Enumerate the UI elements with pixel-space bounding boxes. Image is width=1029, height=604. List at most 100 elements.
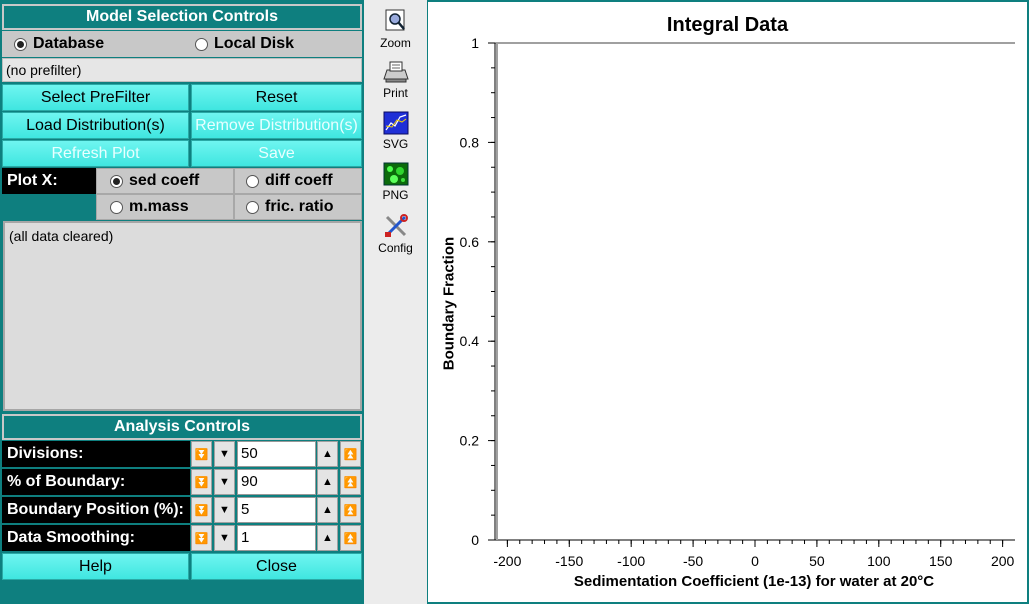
remove-distributions-button[interactable]: Remove Distribution(s): [191, 112, 362, 139]
svg-export-button[interactable]: SVG: [364, 111, 427, 151]
close-button[interactable]: Close: [191, 553, 362, 580]
decrement-button[interactable]: ▼: [214, 441, 235, 467]
local-disk-radio-label: Local Disk: [214, 35, 295, 52]
x-tick-label: 50: [809, 553, 825, 569]
up-arrow-icon: ▲: [322, 476, 333, 488]
png-export-button[interactable]: PNG: [364, 162, 427, 202]
down-arrow-icon: ▼: [219, 476, 230, 488]
double-up-arrow-icon: ⏫: [343, 448, 358, 461]
divisions-input[interactable]: 50: [237, 441, 316, 467]
x-tick-label: 100: [867, 553, 891, 569]
radio-unselected-icon: [246, 200, 259, 214]
fast-decrement-button[interactable]: ⏬: [191, 497, 212, 523]
fast-decrement-button[interactable]: ⏬: [191, 469, 212, 495]
x-tick-label: 200: [991, 553, 1015, 569]
radio-selected-icon: [14, 37, 27, 51]
y-tick-label: 0.4: [460, 333, 480, 349]
double-down-arrow-icon: ⏬: [194, 448, 209, 461]
increment-button[interactable]: ▲: [317, 441, 338, 467]
radio-selected-icon: [110, 174, 123, 188]
config-tool-label: Config: [378, 241, 413, 255]
save-button[interactable]: Save: [191, 140, 362, 167]
source-radio-row: Database Local Disk: [2, 31, 362, 57]
refresh-plot-button[interactable]: Refresh Plot: [2, 140, 189, 167]
zoom-tool-label: Zoom: [380, 36, 411, 50]
decrement-button[interactable]: ▼: [214, 497, 235, 523]
y-tick-label: 0.2: [460, 433, 480, 449]
double-down-arrow-icon: ⏬: [194, 476, 209, 489]
y-tick-label: 0.6: [460, 234, 480, 250]
svg-tool-label: SVG: [382, 137, 409, 151]
boundary-position-label: Boundary Position (%):: [2, 497, 190, 523]
diff-coeff-label: diff coeff: [265, 172, 333, 189]
increment-button[interactable]: ▲: [317, 497, 338, 523]
double-down-arrow-icon: ⏬: [194, 532, 209, 545]
integral-plot[interactable]: Integral Data 0 0.2 0.4 0.6 0.8 1 -200 -150 -100…: [428, 2, 1027, 602]
up-arrow-icon: ▲: [322, 504, 333, 516]
radio-unselected-icon: [110, 200, 123, 214]
print-tool-button[interactable]: Print: [364, 60, 427, 100]
decrement-button[interactable]: ▼: [214, 469, 235, 495]
fast-increment-button[interactable]: ⏫: [340, 469, 361, 495]
png-image-icon: [383, 162, 408, 186]
fast-increment-button[interactable]: ⏫: [340, 441, 361, 467]
double-up-arrow-icon: ⏫: [343, 476, 358, 489]
increment-button[interactable]: ▲: [317, 469, 338, 495]
sed-coeff-radio[interactable]: sed coeff: [110, 172, 199, 190]
y-tick-label: 1: [471, 35, 479, 51]
fast-decrement-button[interactable]: ⏬: [191, 441, 212, 467]
print-tool-label: Print: [383, 86, 408, 100]
config-tool-button[interactable]: Config: [364, 213, 427, 255]
plot-toolbar: Zoom Print SVG: [364, 0, 427, 604]
local-disk-radio[interactable]: Local Disk: [195, 35, 294, 53]
y-tick-label: 0: [471, 532, 479, 548]
radio-unselected-icon: [246, 174, 259, 188]
percent-boundary-input[interactable]: 90: [237, 469, 316, 495]
help-button[interactable]: Help: [2, 553, 189, 580]
svg-image-icon: [383, 111, 408, 135]
double-down-arrow-icon: ⏬: [194, 504, 209, 517]
database-radio[interactable]: Database: [14, 35, 104, 53]
up-arrow-icon: ▲: [322, 532, 333, 544]
frictional-ratio-label: fric. ratio: [265, 198, 334, 215]
frictional-ratio-radio[interactable]: fric. ratio: [246, 198, 333, 216]
down-arrow-icon: ▼: [219, 504, 230, 516]
data-smoothing-label: Data Smoothing:: [2, 525, 190, 551]
molar-mass-label: m.mass: [129, 198, 189, 215]
diff-coeff-radio[interactable]: diff coeff: [246, 172, 333, 190]
increment-button[interactable]: ▲: [317, 525, 338, 551]
zoom-tool-button[interactable]: Zoom: [364, 8, 427, 50]
fast-increment-button[interactable]: ⏫: [340, 525, 361, 551]
down-arrow-icon: ▼: [219, 448, 230, 460]
load-distributions-button[interactable]: Load Distribution(s): [2, 112, 189, 139]
x-axis-label: Sedimentation Coefficient (1e-13) for wa…: [573, 573, 935, 590]
model-selection-header: Model Selection Controls: [2, 4, 362, 30]
distribution-status-textarea[interactable]: (all data cleared): [3, 221, 362, 411]
chart-canvas: 0 0.2 0.4 0.6 0.8 1 -200 -150 -100 -50 0 50 100 150 20…: [460, 35, 1015, 569]
database-radio-label: Database: [33, 35, 105, 52]
x-tick-label: -150: [555, 553, 583, 569]
x-tick-label: -100: [617, 553, 645, 569]
select-prefilter-button[interactable]: Select PreFilter: [2, 84, 189, 111]
fast-decrement-button[interactable]: ⏬: [191, 525, 212, 551]
prefilter-display: (no prefilter): [2, 58, 362, 82]
data-smoothing-input[interactable]: 1: [237, 525, 316, 551]
reset-button[interactable]: Reset: [191, 84, 362, 111]
sed-coeff-label: sed coeff: [129, 172, 200, 189]
molar-mass-radio[interactable]: m.mass: [110, 198, 189, 216]
printer-icon: [382, 61, 409, 83]
double-up-arrow-icon: ⏫: [343, 532, 358, 545]
fast-increment-button[interactable]: ⏫: [340, 497, 361, 523]
x-tick-label: 150: [929, 553, 953, 569]
boundary-position-input[interactable]: 5: [237, 497, 316, 523]
x-tick-label: -200: [493, 553, 521, 569]
down-arrow-icon: ▼: [219, 532, 230, 544]
y-tick-label: 0.8: [460, 134, 480, 150]
radio-unselected-icon: [195, 37, 208, 51]
plot-x-label: Plot X:: [2, 168, 96, 194]
x-tick-label: -50: [683, 553, 703, 569]
y-axis-label: Boundary Fraction: [440, 236, 458, 371]
decrement-button[interactable]: ▼: [214, 525, 235, 551]
x-tick-label: 0: [751, 553, 759, 569]
